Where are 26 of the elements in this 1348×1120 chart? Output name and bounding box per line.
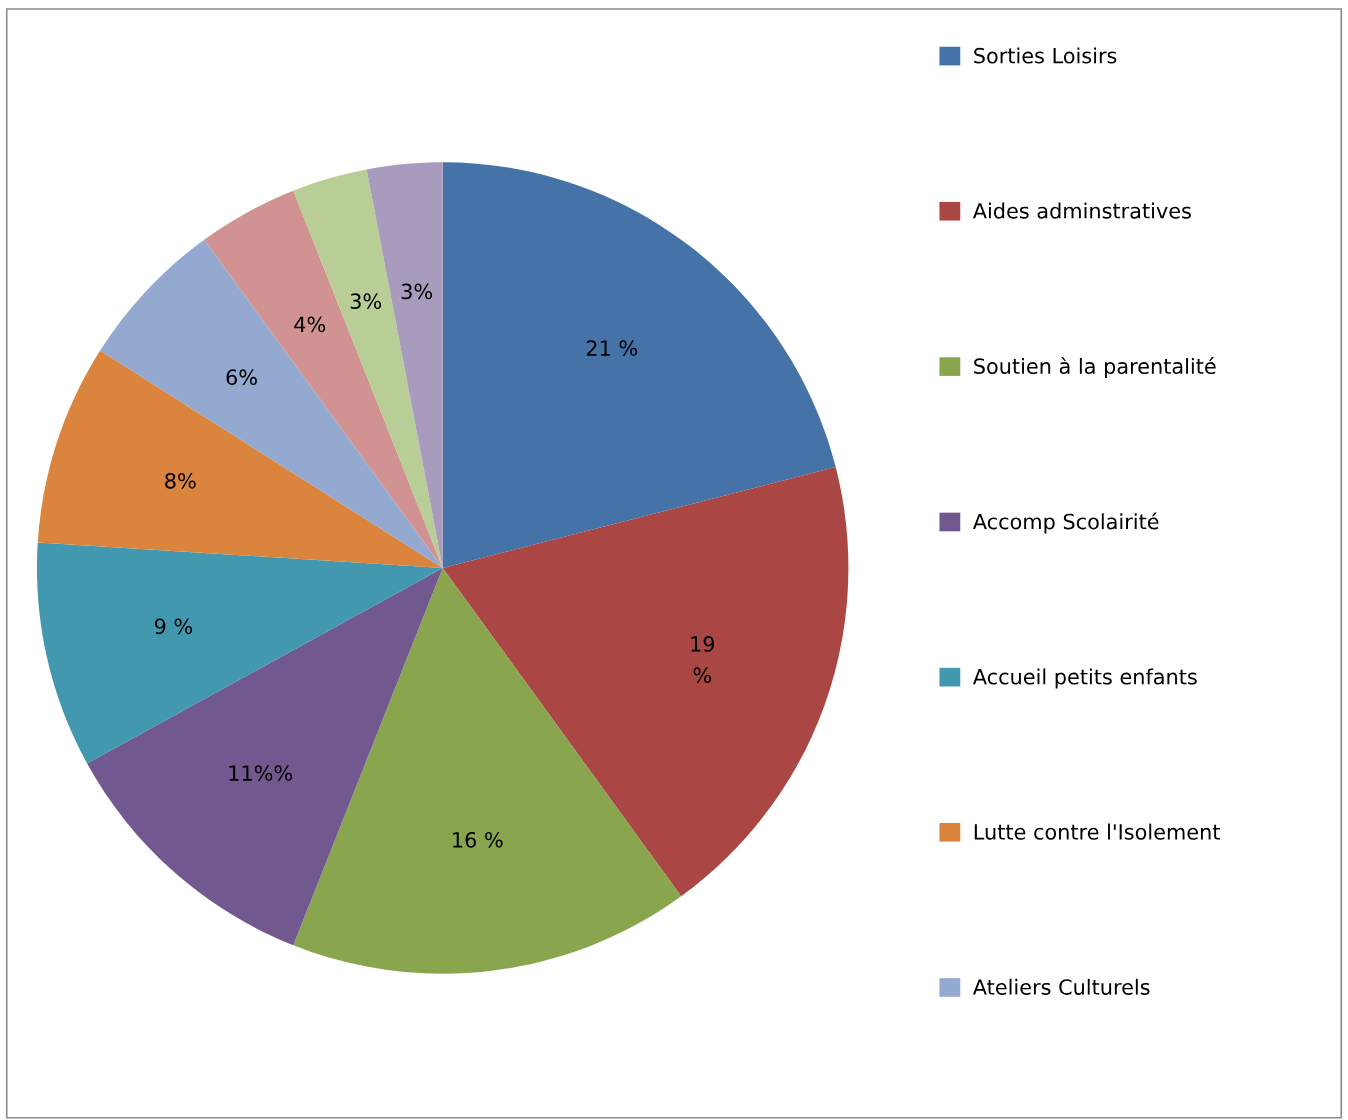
data-label: 9 % [154,618,193,635]
pie-slice [204,190,443,568]
legend-label: Accueil petits enfants [972,668,1197,689]
pie-slice [100,239,443,568]
pie-slice [442,162,836,568]
legend-label: Lutte contre l'Isolement [974,823,1220,840]
data-label: 16 % [453,831,503,848]
pie-slice [37,350,443,568]
legend-label: Sorties Loisirs [974,47,1117,64]
legend-label: Soutien à la parentalité [974,357,1216,379]
data-label: 11%% [229,765,293,781]
data-label: 3% [401,283,433,300]
data-label: 8% [165,472,196,489]
legend-label: Ateliers Culturels [972,978,1150,995]
data-label: 6% [226,369,257,386]
data-label: 3% [350,293,382,310]
pie-slice [442,467,849,897]
pie-slice [293,169,443,568]
data-label: 21 % [586,340,638,356]
pie-slice [87,567,443,946]
data-label: 19 % [691,636,715,684]
data-label: 4% [294,316,326,333]
pie-slice [293,567,682,974]
legend-label: Accomp Scolairité [972,512,1159,534]
pie-slice [36,542,443,764]
legend-label: Aides adminstratives [972,202,1191,219]
